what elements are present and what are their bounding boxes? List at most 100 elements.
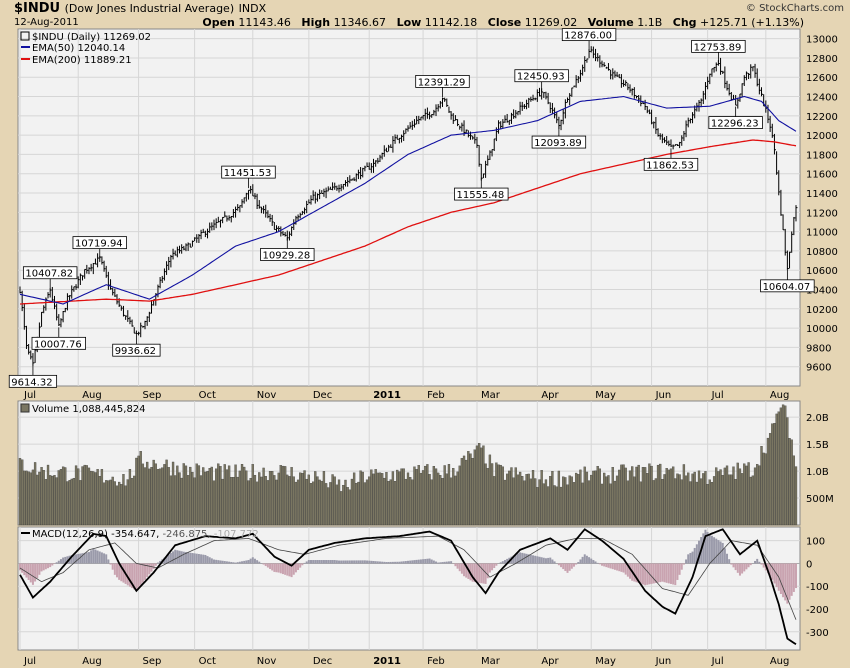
volume-bar (89, 470, 93, 526)
macd-histogram-bar (92, 548, 95, 564)
macd-histogram-bar (297, 563, 300, 570)
volume-bar (706, 484, 709, 526)
macd-histogram-bar (572, 563, 575, 567)
volume-bar (234, 464, 237, 526)
volume-bar (152, 459, 155, 526)
volume-bar (477, 443, 481, 526)
volume-bar (161, 467, 164, 526)
macd-histogram-bar (669, 563, 672, 584)
macd-histogram-bar (396, 561, 399, 564)
macd-histogram-bar (27, 563, 30, 580)
macd-histogram-bar (441, 562, 444, 564)
volume-bar (678, 474, 681, 526)
macd-histogram-bar (430, 559, 433, 564)
macd-histogram-bar (249, 558, 252, 564)
macd-histogram-bar (435, 561, 438, 564)
y-tick-label: 10200 (806, 305, 838, 316)
volume-bar (633, 476, 636, 526)
volume-bar (118, 481, 121, 526)
macd-histogram-bar (139, 563, 142, 586)
volume-bar (684, 475, 688, 526)
annotation-label: 11451.53 (224, 168, 272, 179)
volume-bar (223, 464, 226, 526)
macd-histogram-bar (596, 562, 599, 564)
volume-bar (348, 489, 351, 526)
macd-histogram-bar (411, 560, 414, 564)
volume-bar (758, 465, 761, 526)
x-tick-label: Jul (23, 656, 36, 667)
volume-bar (83, 464, 86, 526)
y-tick-label: 11800 (806, 150, 838, 161)
volume-bar (262, 467, 265, 526)
macd-histogram-bar (717, 540, 720, 564)
volume-bar (286, 474, 289, 526)
volume-bar (240, 464, 244, 526)
macd-histogram-bar (676, 563, 679, 580)
volume-bar (732, 466, 735, 526)
volume-bar (273, 475, 276, 526)
macd-histogram-bar (607, 563, 610, 568)
annotation-label: 10407.82 (25, 269, 73, 280)
volume-bar (208, 468, 211, 526)
macd-histogram-bar (271, 563, 274, 571)
volume-bar (596, 466, 599, 526)
volume-bar (583, 466, 586, 526)
macd-histogram-bar (583, 554, 586, 564)
volume-bar (430, 479, 433, 526)
exchange: INDX (238, 2, 267, 15)
macd-signal-line (19, 535, 797, 620)
y-tick-label: 11600 (806, 170, 838, 181)
macd-histogram-bar (525, 553, 528, 564)
volume-bar (137, 455, 140, 526)
volume-bar (139, 451, 142, 526)
annotation-box (260, 248, 315, 261)
panel-macd (17, 526, 801, 651)
volume-bar (305, 478, 308, 526)
volume-bar (204, 471, 207, 526)
volume-bar (419, 472, 423, 526)
volume-bar (243, 466, 246, 526)
volume-bar (786, 417, 789, 526)
volume-bar (676, 473, 679, 526)
macd-histogram-bar (685, 559, 688, 564)
macd-histogram-bar (368, 560, 371, 564)
macd-histogram-bar (478, 563, 481, 583)
macd-histogram-bar (484, 563, 487, 584)
x-tick-label: Jul (23, 390, 36, 401)
volume-bar (721, 475, 724, 526)
macd-histogram-bar (133, 563, 136, 590)
volume-bar (458, 465, 461, 526)
chg-value: +125.71 (+1.13%) (700, 16, 804, 29)
volume-bar (551, 471, 554, 526)
volume-bar (396, 469, 399, 526)
volume-bar (197, 465, 201, 526)
x-tick-label: Feb (427, 656, 445, 667)
macd-histogram-bar (31, 563, 34, 585)
annotation-box (31, 336, 86, 350)
macd-histogram-bar (557, 563, 560, 566)
volume-bar (346, 487, 349, 526)
volume-bar (337, 479, 341, 526)
volume-bar (368, 476, 371, 526)
macd-histogram-bar (333, 560, 336, 564)
macd-histogram-bar (693, 547, 696, 564)
y-tick-label: 100 (806, 537, 825, 548)
macd-histogram-bar (504, 560, 506, 564)
macd-histogram-bar (463, 563, 466, 577)
macd-histogram-bar (66, 556, 69, 564)
volume-bar (454, 475, 457, 526)
x-tick-label: Feb (427, 390, 445, 401)
volume-bar (202, 467, 205, 526)
volume-bar (628, 470, 632, 526)
open-value: 11143.46 (238, 16, 291, 29)
volume-bar (92, 471, 95, 526)
volume-bar (238, 470, 242, 526)
volume-bar (165, 459, 168, 526)
legend-macd: MACD(12,26,9) -354.647, -246.875, -107.7… (32, 529, 259, 540)
volume-bar (462, 455, 466, 526)
macd-histogram-bar (691, 551, 694, 564)
volume-bar (68, 480, 71, 526)
macd-histogram-bar (732, 563, 735, 568)
macd-histogram-bar (376, 561, 379, 564)
volume-bar (529, 478, 533, 526)
